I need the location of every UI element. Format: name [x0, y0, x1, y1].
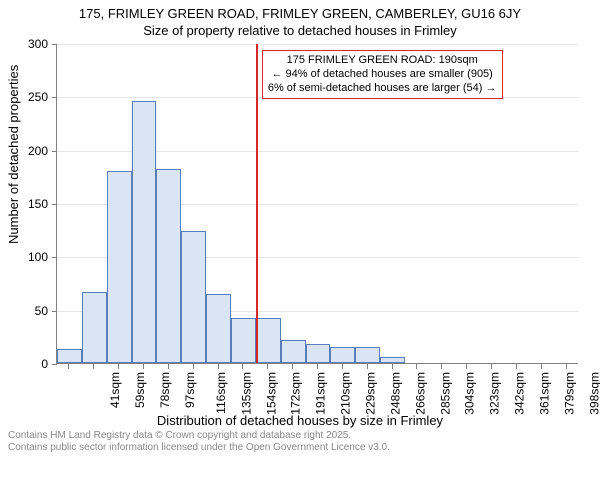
- ytick-label: 200: [8, 144, 48, 158]
- xtick-mark: [441, 364, 442, 369]
- histogram-bar: [380, 357, 405, 363]
- xtick-mark: [143, 364, 144, 369]
- ytick-mark: [52, 311, 57, 312]
- footer-block: Contains HM Land Registry data © Crown c…: [8, 430, 390, 454]
- xtick-mark: [516, 364, 517, 369]
- xtick-mark: [168, 364, 169, 369]
- xtick-mark: [367, 364, 368, 369]
- xtick-label: 229sqm: [364, 372, 378, 415]
- histogram-bar: [206, 294, 231, 363]
- footer-line-2: Contains public sector information licen…: [8, 442, 390, 454]
- xtick-label: 135sqm: [239, 372, 253, 415]
- ytick-mark: [52, 44, 57, 45]
- xtick-label: 323sqm: [488, 372, 502, 415]
- xtick-mark: [93, 364, 94, 369]
- gridline: [57, 44, 578, 45]
- xtick-label: 304sqm: [463, 372, 477, 415]
- ytick-label: 300: [8, 37, 48, 51]
- xtick-label: 342sqm: [513, 372, 527, 415]
- xtick-label: 398sqm: [587, 372, 600, 415]
- histogram-bar: [306, 344, 331, 363]
- histogram-bar: [132, 101, 157, 363]
- xtick-mark: [218, 364, 219, 369]
- chart-area: 175 FRIMLEY GREEN ROAD: 190sqm← 94% of d…: [56, 44, 578, 364]
- histogram-bar: [281, 340, 306, 363]
- xtick-label: 266sqm: [413, 372, 427, 415]
- ytick-mark: [52, 151, 57, 152]
- xtick-label: 210sqm: [339, 372, 353, 415]
- histogram-bar: [57, 349, 82, 363]
- xtick-label: 41sqm: [108, 372, 122, 408]
- callout-box: 175 FRIMLEY GREEN ROAD: 190sqm← 94% of d…: [262, 50, 503, 99]
- xtick-label: 172sqm: [289, 372, 303, 415]
- ytick-mark: [52, 364, 57, 365]
- histogram-bar: [355, 347, 380, 363]
- xtick-mark: [267, 364, 268, 369]
- histogram-bar: [256, 318, 281, 363]
- xtick-label: 285sqm: [438, 372, 452, 415]
- callout-line: 175 FRIMLEY GREEN ROAD: 190sqm: [268, 54, 497, 68]
- x-axis-label: Distribution of detached houses by size …: [0, 413, 600, 428]
- histogram-bar: [231, 318, 256, 363]
- xtick-mark: [491, 364, 492, 369]
- ytick-mark: [52, 257, 57, 258]
- ytick-mark: [52, 97, 57, 98]
- xtick-mark: [242, 364, 243, 369]
- xtick-mark: [193, 364, 194, 369]
- title-line-2: Size of property relative to detached ho…: [0, 23, 600, 38]
- xtick-mark: [292, 364, 293, 369]
- xtick-label: 116sqm: [214, 372, 228, 414]
- xtick-mark: [566, 364, 567, 369]
- xtick-mark: [392, 364, 393, 369]
- xtick-label: 78sqm: [158, 372, 172, 408]
- footer-line-1: Contains HM Land Registry data © Crown c…: [8, 430, 390, 442]
- xtick-mark: [118, 364, 119, 369]
- histogram-bar: [330, 347, 355, 363]
- xtick-label: 97sqm: [183, 372, 197, 408]
- callout-line: 6% of semi-detached houses are larger (5…: [268, 82, 497, 96]
- xtick-mark: [416, 364, 417, 369]
- xtick-mark: [466, 364, 467, 369]
- ytick-label: 0: [8, 357, 48, 371]
- histogram-bar: [156, 169, 181, 363]
- xtick-label: 154sqm: [264, 372, 278, 415]
- title-block: 175, FRIMLEY GREEN ROAD, FRIMLEY GREEN, …: [0, 0, 600, 38]
- plot-wrap: Number of detached properties 175 FRIMLE…: [0, 44, 600, 454]
- xtick-label: 59sqm: [133, 372, 147, 408]
- ytick-label: 250: [8, 90, 48, 104]
- ytick-mark: [52, 204, 57, 205]
- xtick-label: 248sqm: [389, 372, 403, 415]
- xtick-mark: [317, 364, 318, 369]
- xtick-label: 191sqm: [314, 372, 328, 415]
- histogram-bar: [82, 292, 107, 363]
- xtick-mark: [541, 364, 542, 369]
- marker-line: [256, 44, 258, 363]
- histogram-bar: [181, 231, 206, 363]
- xtick-label: 361sqm: [538, 372, 552, 415]
- ytick-label: 50: [8, 304, 48, 318]
- histogram-bar: [107, 171, 132, 363]
- ytick-label: 150: [8, 197, 48, 211]
- title-line-1: 175, FRIMLEY GREEN ROAD, FRIMLEY GREEN, …: [0, 6, 600, 21]
- xtick-label: 379sqm: [563, 372, 577, 415]
- xtick-mark: [342, 364, 343, 369]
- ytick-label: 100: [8, 250, 48, 264]
- xtick-mark: [68, 364, 69, 369]
- callout-line: ← 94% of detached houses are smaller (90…: [268, 68, 497, 82]
